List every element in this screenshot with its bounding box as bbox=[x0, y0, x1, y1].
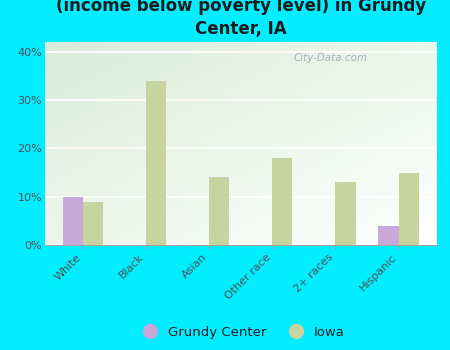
Bar bbox=[378, 226, 399, 245]
Bar bbox=[209, 177, 230, 245]
Bar bbox=[83, 202, 103, 245]
Legend: Grundy Center, Iowa: Grundy Center, Iowa bbox=[131, 320, 350, 344]
Title: Breakdown of poor residents within races
(income below poverty level) in Grundy
: Breakdown of poor residents within races… bbox=[45, 0, 437, 38]
Bar bbox=[272, 158, 292, 245]
Text: City-Data.com: City-Data.com bbox=[294, 53, 368, 63]
Bar bbox=[63, 197, 83, 245]
Bar bbox=[399, 173, 418, 245]
Bar bbox=[335, 182, 356, 245]
Bar bbox=[146, 80, 166, 245]
